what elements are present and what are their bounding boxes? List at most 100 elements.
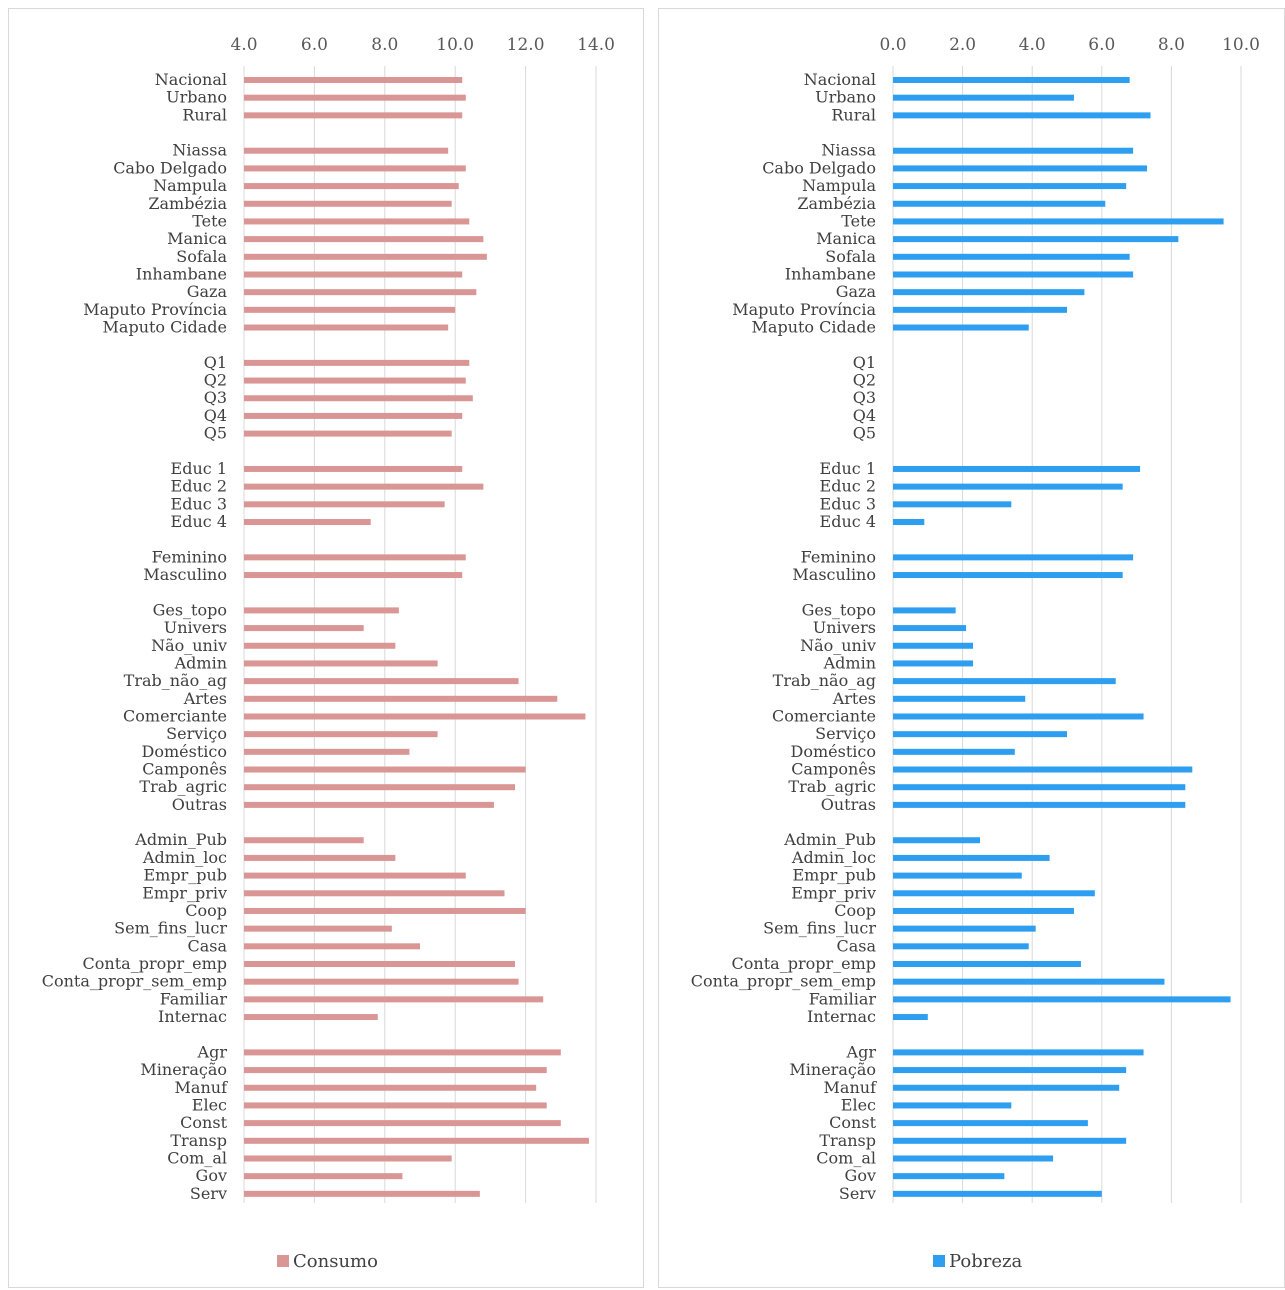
bar-nao-univ [244,642,396,649]
category-label-gov: Gov [845,1166,876,1185]
category-label-educ-4: Educ 4 [820,512,876,531]
bar-transp [893,1137,1127,1144]
category-label-outras: Outras [172,795,227,814]
category-label-internac: Internac [158,1007,227,1026]
bar-const [244,1120,561,1127]
category-label-gaza: Gaza [836,282,877,301]
bar-q3 [244,395,473,402]
bar-sofala [244,253,487,260]
bar-manuf [893,1084,1120,1091]
bar-zambezia [893,200,1106,207]
category-label-maputo-provincia: Maputo Província [83,300,227,319]
bar-educ-1 [244,465,463,472]
bar-gaza [244,289,477,296]
bar-servico [893,731,1067,738]
bar-educ-2 [244,483,484,490]
category-label-sofala: Sofala [176,247,227,266]
bar-admin [893,660,974,667]
bar-ges-topo [244,607,399,614]
category-label-inhambane: Inhambane [785,264,876,283]
bar-educ-2 [893,483,1123,490]
category-label-serv: Serv [190,1184,227,1203]
bar-transp [244,1137,589,1144]
x-tick-label: 4.0 [1019,35,1046,55]
bar-empr-pub [244,872,466,879]
category-label-manuf: Manuf [175,1078,229,1097]
bar-univers [893,625,967,632]
category-label-masculino: Masculino [143,565,227,584]
category-label-agr: Agr [846,1042,877,1061]
category-label-empr-pub: Empr_pub [792,866,876,885]
bar-zambezia [244,200,452,207]
category-label-admin-loc: Admin_loc [142,848,227,867]
x-tick-label: 6.0 [1088,35,1115,55]
category-label-agr: Agr [197,1042,228,1061]
category-label-ges-topo: Ges_topo [153,600,227,619]
bar-feminino [893,554,1134,561]
bar-nacional [244,77,463,83]
category-label-urbano: Urbano [815,88,876,107]
category-label-admin: Admin [174,653,227,672]
category-label-educ-4: Educ 4 [171,512,227,531]
bar-rural [244,112,463,119]
category-label-comerciante: Comerciante [123,706,227,725]
category-label-gaza: Gaza [187,282,228,301]
category-label-nao-univ: Não_univ [151,636,227,655]
bar-comerciante [244,713,586,720]
category-label-admin-pub: Admin_Pub [783,830,876,849]
category-label-familiar: Familiar [160,989,228,1008]
category-label-nao-univ: Não_univ [800,636,876,655]
category-label-univers: Univers [813,618,876,637]
bar-gov [244,1173,403,1180]
category-label-trab-nao-ag: Trab_não_ag [124,671,227,690]
bar-empr-pub [893,872,1022,879]
consumo-chart: 4.0 6.0 8.0 10.0 12.0 14.0 NacionalUrbanoRural… [42,35,615,1272]
bar-coop [893,907,1074,914]
bar-agr [244,1049,561,1056]
bar-gov [893,1173,1005,1180]
category-label-educ-2: Educ 2 [171,477,227,496]
bar-casa [244,943,420,950]
category-label-empr-pub: Empr_pub [143,866,227,885]
bar-conta-propr-emp [244,961,516,967]
consumo-chart-panel: 4.0 6.0 8.0 10.0 12.0 14.0 Nacional Urbano Rural… [8,8,644,1288]
bar-niassa [244,147,449,154]
category-label-educ-1: Educ 1 [820,459,876,478]
category-label-feminino: Feminino [152,547,227,566]
bar-trab-nao-ag [893,678,1116,685]
category-label-niassa: Niassa [172,141,227,160]
bar-q1 [244,359,470,366]
category-label-manica: Manica [167,229,227,248]
bar-conta-propr-emp [893,961,1081,967]
category-label-sofala: Sofala [825,247,876,266]
bar-familiar [244,996,544,1003]
bar-manica [244,236,484,243]
x-tick-label: 14.0 [577,35,615,55]
x-tick-label: 4.0 [230,35,257,55]
bar-manica [893,236,1179,243]
category-label-sem-fins-lucr: Sem_fins_lucr [763,919,876,938]
bar-mineracao [893,1067,1127,1074]
bar-q2 [244,377,466,384]
bar-empr-priv [244,890,505,897]
bar-q4 [244,412,463,419]
bar-campones [244,766,526,773]
category-label-domestico: Doméstico [142,742,227,761]
category-label-nacional: Nacional [155,70,227,89]
category-label-q4: Q4 [853,406,876,425]
bar-cabo-delgado [893,165,1148,172]
bar-internac [893,1014,928,1021]
bar-domestico [244,748,410,755]
bar-admin-pub [893,837,980,844]
legend-label: Consumo [293,1251,378,1272]
bar-sofala [893,253,1130,260]
category-label-conta-propr-sem-emp: Conta_propr_sem_emp [42,972,227,991]
category-label-familiar: Familiar [809,989,877,1008]
category-label-com-al: Com_al [167,1148,227,1167]
bar-internac [244,1014,378,1021]
category-label-serv: Serv [839,1184,876,1203]
bar-tete [893,218,1224,225]
category-label-empr-priv: Empr_priv [142,883,227,902]
bar-coop [244,907,526,914]
